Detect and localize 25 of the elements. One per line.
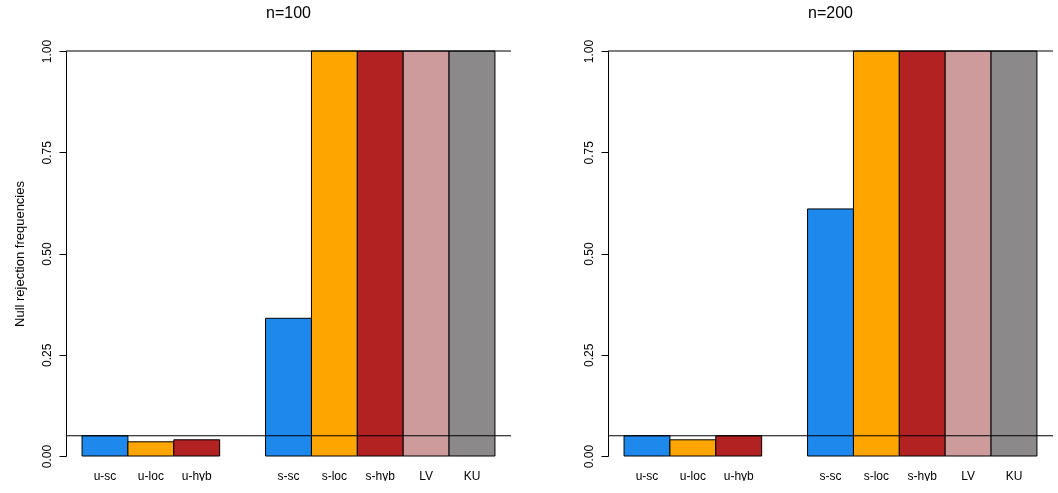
y-tick-label: 0.75 [581, 140, 596, 165]
x-tick-label: LV [961, 468, 976, 483]
x-tick-label: s-loc [863, 468, 890, 483]
x-tick-label: s-loc [321, 468, 348, 483]
chart-title: n=100 [266, 4, 312, 22]
y-tick-label: 0.50 [39, 242, 54, 266]
y-tick-label: 1.00 [39, 39, 54, 64]
x-tick-label: s-sc [819, 468, 842, 483]
y-tick-label: 0.25 [581, 343, 596, 367]
x-tick-label: LV [419, 468, 434, 483]
x-tick-label: u-loc [137, 468, 164, 483]
x-tick-label: s-sc [277, 468, 300, 483]
y-tick-label: 0.00 [39, 444, 54, 469]
y-tick-label: 0.00 [581, 444, 596, 469]
x-tick-label: KU [1005, 468, 1023, 483]
y-tick-label: 0.50 [581, 242, 596, 266]
x-tick-label: u-loc [679, 468, 706, 483]
x-tick-label: KU [463, 468, 481, 483]
y-tick-label: 0.75 [39, 140, 54, 165]
x-tick-label: u-sc [93, 468, 117, 483]
chart-title: n=200 [808, 4, 854, 22]
x-tick-label: u-sc [635, 468, 659, 483]
y-tick-label: 1.00 [581, 39, 596, 64]
y-tick-label: 0.25 [39, 343, 54, 367]
y-axis-title: Null rejection frequencies [11, 180, 27, 327]
